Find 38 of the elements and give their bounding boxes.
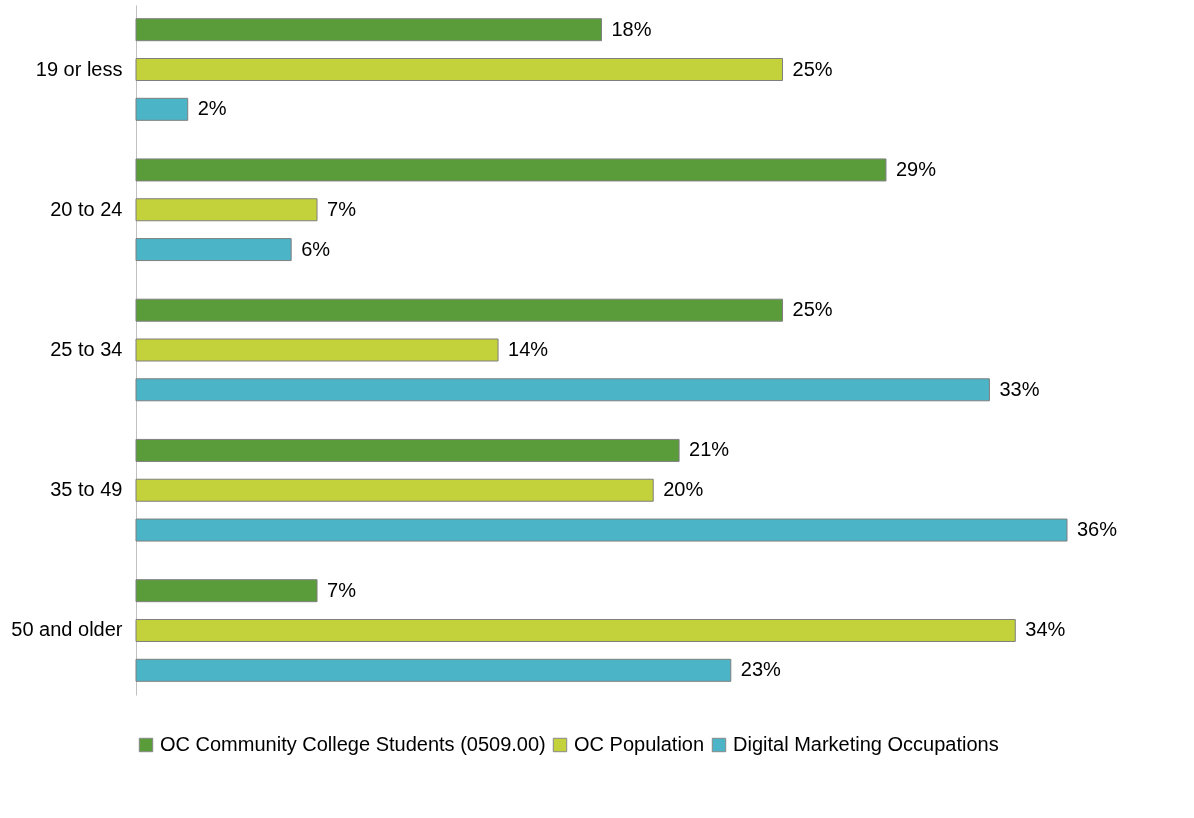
y-tick-label: 35 to 49 — [50, 478, 123, 501]
data-label: 25% — [792, 57, 833, 80]
data-label: 34% — [1025, 618, 1066, 641]
data-label: 7% — [327, 578, 357, 601]
data-label: 6% — [301, 237, 331, 260]
bar — [135, 478, 654, 502]
bar — [135, 58, 784, 82]
data-label: 14% — [508, 338, 549, 360]
y-tick-label: 25 to 34 — [50, 338, 123, 360]
data-label: 25% — [792, 298, 833, 321]
bar — [135, 338, 499, 362]
legend-label: OC Population — [574, 733, 705, 755]
data-label: 29% — [895, 157, 937, 180]
bar — [135, 238, 292, 262]
bar — [135, 198, 318, 222]
bar — [135, 618, 1016, 642]
legend-label: Digital Marketing Occupations — [733, 733, 999, 755]
bar — [135, 658, 732, 682]
bar — [135, 579, 318, 603]
bar — [135, 97, 189, 121]
data-label: 36% — [1077, 518, 1118, 541]
y-tick-label: 19 or less — [35, 57, 123, 80]
y-tick-label: 50 and older — [11, 618, 123, 641]
data-label: 21% — [689, 438, 730, 461]
bar — [135, 18, 602, 42]
data-label: 2% — [197, 97, 227, 120]
bar — [135, 298, 784, 322]
bar — [135, 438, 680, 462]
data-label: 23% — [740, 658, 782, 681]
data-label: 33% — [999, 377, 1040, 400]
y-tick-label: 20 to 24 — [50, 197, 123, 220]
bar — [135, 518, 1068, 542]
data-label: 20% — [663, 478, 704, 501]
data-label: 18% — [611, 17, 652, 40]
bar — [135, 158, 887, 182]
data-label: 7% — [327, 197, 357, 220]
legend-label: OC Community College Students (0509.00) — [160, 733, 546, 755]
bar — [135, 378, 990, 402]
